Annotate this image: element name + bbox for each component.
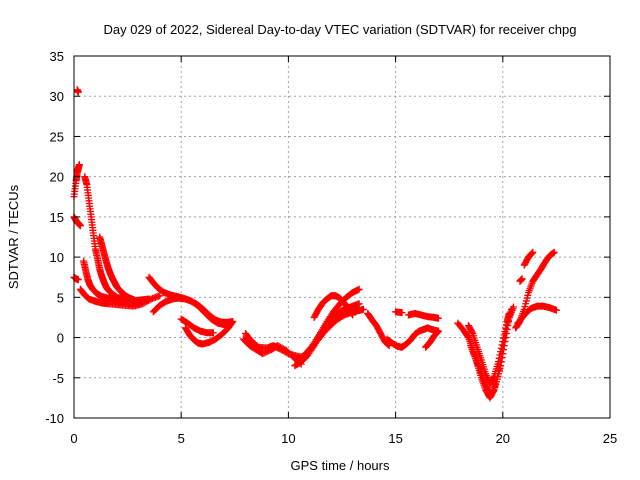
data-point-marker bbox=[500, 342, 508, 350]
data-point-marker bbox=[209, 329, 217, 337]
data-point-marker bbox=[498, 354, 506, 362]
data-point-marker bbox=[504, 321, 512, 329]
data-point-marker bbox=[505, 317, 513, 325]
grid-lines bbox=[74, 56, 610, 418]
x-tick-label: 0 bbox=[70, 431, 77, 446]
data-point-marker bbox=[359, 305, 367, 313]
data-point-marker bbox=[490, 374, 498, 382]
x-tick-label: 15 bbox=[388, 431, 402, 446]
data-point-marker bbox=[500, 346, 508, 354]
data-point-marker bbox=[464, 332, 472, 340]
data-point-marker bbox=[75, 161, 83, 169]
data-point-marker bbox=[510, 303, 518, 311]
data-point-marker bbox=[74, 88, 82, 96]
data-point-marker bbox=[528, 249, 536, 257]
data-points bbox=[70, 86, 560, 402]
y-tick-label: 35 bbox=[50, 49, 64, 64]
y-tick-label: 25 bbox=[50, 129, 64, 144]
y-tick-label: 5 bbox=[57, 290, 64, 305]
data-point-marker bbox=[229, 317, 237, 325]
x-axis-label: GPS time / hours bbox=[291, 458, 390, 473]
data-point-marker bbox=[76, 222, 84, 230]
y-tick-label: 15 bbox=[50, 210, 64, 225]
plot-frame bbox=[73, 55, 611, 419]
data-point-marker bbox=[503, 326, 511, 334]
data-point-marker bbox=[355, 285, 363, 293]
y-tick-label: -10 bbox=[45, 411, 64, 426]
y-tick-label: 0 bbox=[57, 331, 64, 346]
data-point-marker bbox=[529, 248, 537, 256]
data-point-marker bbox=[434, 328, 442, 336]
y-axis-ticks: -10 -5 0 5 10 15 20 25 30 35 bbox=[45, 49, 610, 426]
data-point-marker bbox=[130, 296, 138, 304]
data-point-marker bbox=[433, 329, 441, 337]
data-point-marker bbox=[434, 327, 442, 335]
data-point-marker bbox=[497, 362, 505, 370]
data-point-marker bbox=[550, 248, 558, 256]
data-point-marker bbox=[499, 350, 507, 358]
data-point-marker bbox=[398, 309, 406, 317]
data-point-marker bbox=[355, 300, 363, 308]
data-point-marker bbox=[74, 276, 82, 284]
data-point-marker bbox=[497, 358, 505, 366]
chart-title: Day 029 of 2022, Sidereal Day-to-day VTE… bbox=[103, 22, 576, 37]
data-point-marker bbox=[228, 319, 236, 327]
x-tick-label: 25 bbox=[603, 431, 617, 446]
data-point-marker bbox=[527, 250, 535, 258]
data-point-marker bbox=[434, 314, 442, 322]
data-point-marker bbox=[156, 292, 164, 300]
data-point-marker bbox=[501, 338, 509, 346]
data-point-marker bbox=[552, 306, 560, 314]
y-tick-label: -5 bbox=[52, 371, 64, 386]
y-tick-label: 20 bbox=[50, 170, 64, 185]
data-point-marker bbox=[502, 334, 510, 342]
y-tick-label: 30 bbox=[50, 89, 64, 104]
data-point-marker bbox=[349, 311, 357, 319]
x-axis-ticks: 0 5 10 15 20 25 bbox=[70, 56, 617, 446]
data-point-marker bbox=[468, 328, 476, 336]
data-point-marker bbox=[348, 310, 356, 318]
x-tick-label: 10 bbox=[281, 431, 295, 446]
data-point-marker bbox=[518, 275, 526, 283]
y-tick-label: 10 bbox=[50, 250, 64, 265]
x-tick-label: 20 bbox=[496, 431, 510, 446]
y-axis-label: SDTVAR / TECUs bbox=[6, 184, 21, 289]
data-point-marker bbox=[502, 330, 510, 338]
x-tick-label: 5 bbox=[178, 431, 185, 446]
